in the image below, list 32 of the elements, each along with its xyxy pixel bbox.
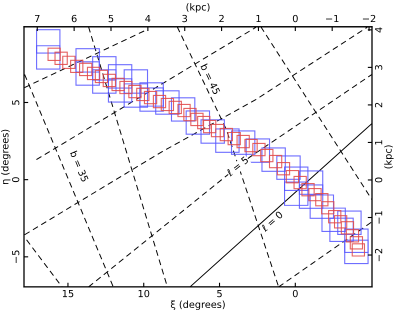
y2-tick-label: 0 — [374, 178, 382, 182]
x-tick-label: 15 — [62, 290, 74, 298]
y2-tick-label: 2 — [374, 102, 382, 108]
y2-tick-label: −1 — [375, 211, 382, 224]
x2-tick-label: −2 — [362, 14, 376, 22]
y-tick-label: −5 — [12, 250, 20, 263]
x2-tick-label: 0 — [292, 14, 298, 22]
x-tick-label: 10 — [138, 290, 150, 298]
x2-tick-label: 1 — [256, 14, 261, 22]
y-tick-label: 0 — [12, 177, 20, 182]
x2-tick-label: 2 — [219, 14, 224, 22]
x2-tick-label: 5 — [108, 14, 114, 22]
x2-tick-label: −1 — [326, 14, 338, 22]
y-tick-label: 5 — [12, 100, 20, 105]
x2-tick-label: 3 — [182, 14, 188, 22]
x2-tick-label: 7 — [34, 14, 40, 22]
x2-tick-label: 4 — [145, 14, 150, 22]
x2-tick-label: 6 — [72, 14, 77, 22]
annotation: b = 45 — [200, 63, 221, 95]
x2-axis-title: (kpc) — [186, 3, 210, 13]
y2-tick-label: −2 — [374, 248, 382, 262]
y2-tick-label: 4 — [375, 27, 382, 32]
y2-axis-title: (kpc) — [384, 145, 394, 168]
y-axis-title: η (degrees) — [1, 130, 10, 184]
x-axis-title: ξ (degrees) — [170, 300, 225, 310]
annotation: ℓ = 5 — [226, 156, 249, 177]
y2-tick-label: 3 — [374, 65, 382, 70]
x-tick-label: 0 — [292, 290, 298, 298]
annotation: ℓ = 0 — [260, 210, 284, 232]
annotation: b = 35 — [70, 150, 89, 182]
x-tick-label: 5 — [217, 290, 222, 298]
y2-tick-label: 1 — [375, 140, 382, 144]
